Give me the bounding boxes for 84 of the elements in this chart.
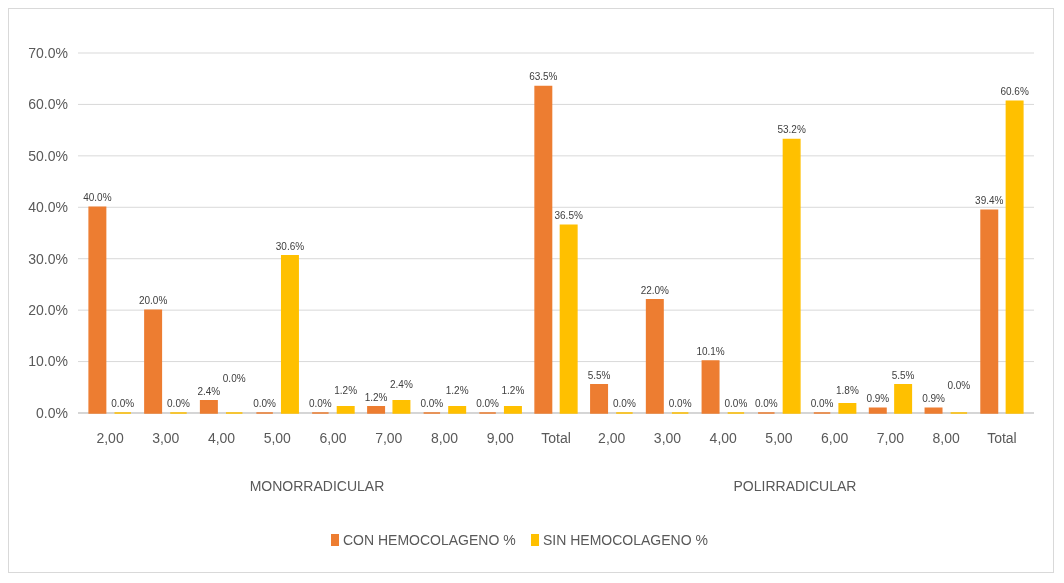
bar (868, 407, 887, 414)
bar (590, 383, 609, 414)
data-label: 0.0% (253, 398, 277, 409)
bar (534, 85, 553, 414)
data-label: 0.0% (810, 398, 834, 409)
bar (503, 406, 522, 414)
data-label: 0.0% (947, 380, 971, 392)
data-label: 5.5% (587, 369, 611, 381)
x-tick-label: 2,00 (598, 430, 626, 446)
data-label: 2.4% (390, 378, 413, 390)
bar (336, 406, 355, 414)
bar (782, 138, 801, 414)
bar (392, 399, 411, 414)
bar (559, 224, 578, 414)
data-label: 20.0% (138, 295, 168, 307)
y-tick-label: 40.0% (28, 199, 68, 216)
x-tick-label: 7,00 (876, 430, 905, 446)
bar (1005, 100, 1024, 414)
x-tick-label: 4,00 (709, 430, 738, 446)
data-label: 60.6% (1000, 86, 1029, 98)
x-tick-label: 9,00 (486, 430, 515, 446)
x-tick-label: 5,00 (765, 430, 793, 446)
data-label: 39.4% (975, 195, 1004, 207)
y-tick-label: 30.0% (28, 250, 68, 267)
bar (280, 254, 299, 414)
bar (144, 309, 163, 414)
bar (894, 383, 913, 414)
x-tick-label: 2,00 (96, 430, 124, 446)
data-label: 36.5% (554, 210, 583, 222)
data-label: 0.0% (476, 398, 500, 409)
x-tick-label: 8,00 (430, 430, 459, 446)
bar (645, 299, 664, 414)
data-label: 0.0% (308, 398, 332, 409)
data-label: 2.4% (197, 385, 221, 397)
x-tick-label: 5,00 (263, 430, 292, 446)
x-tick-label: Total (541, 430, 571, 446)
bar (448, 406, 467, 414)
data-label: 0.0% (111, 398, 135, 409)
data-label: 63.5% (529, 71, 558, 83)
data-label: 0.9% (922, 393, 946, 405)
data-label: 0.0% (420, 398, 444, 409)
data-label: 1.2% (334, 385, 358, 396)
x-tick-label: Total (987, 430, 1017, 446)
data-label: 5.5% (891, 369, 915, 381)
data-label: 0.0% (668, 398, 692, 409)
x-tick-label: 6,00 (821, 430, 849, 446)
bar (924, 407, 943, 414)
data-label: 10.1% (696, 346, 725, 358)
data-label: 0.0% (754, 398, 778, 409)
y-tick-label: 60.0% (28, 96, 68, 113)
data-label: 0.0% (167, 398, 190, 409)
y-tick-label: 10.0% (28, 353, 68, 370)
bar (838, 402, 857, 414)
y-tick-label: 20.0% (28, 302, 68, 319)
bar (88, 206, 107, 414)
bar (701, 360, 720, 414)
data-label: 1.8% (835, 385, 859, 396)
bar (367, 406, 386, 414)
text: POLIRRADICULAR (733, 478, 857, 494)
x-tick-label: 7,00 (375, 430, 403, 446)
data-label: 0.0% (222, 372, 246, 384)
x-tick-label: 4,00 (207, 430, 236, 446)
x-tick-label: 3,00 (152, 430, 180, 446)
text: MONORRADICULAR (249, 478, 385, 494)
y-tick-label: 0.0% (36, 404, 68, 421)
data-label: 1.2% (445, 385, 469, 396)
data-label: 53.2% (777, 124, 806, 136)
data-label: 40.0% (83, 192, 112, 204)
y-tick-label: 50.0% (28, 147, 68, 164)
data-label: 1.2% (364, 391, 388, 403)
bar (980, 209, 999, 414)
x-tick-label: 8,00 (932, 430, 961, 446)
x-tick-label: 6,00 (319, 430, 347, 446)
data-label: 1.2% (501, 385, 525, 396)
data-label: 30.6% (275, 240, 305, 252)
data-label: 0.9% (866, 393, 890, 405)
legend-label: SIN HEMOCOLAGENO % (543, 531, 708, 548)
y-tick-label: 70.0% (28, 44, 68, 61)
data-label: 0.0% (724, 398, 748, 409)
data-label: 22.0% (640, 284, 670, 296)
x-tick-label: 3,00 (653, 430, 682, 446)
data-label: 0.0% (613, 398, 636, 409)
bar (199, 399, 218, 414)
legend-label: CON HEMOCOLAGENO % (343, 531, 516, 548)
